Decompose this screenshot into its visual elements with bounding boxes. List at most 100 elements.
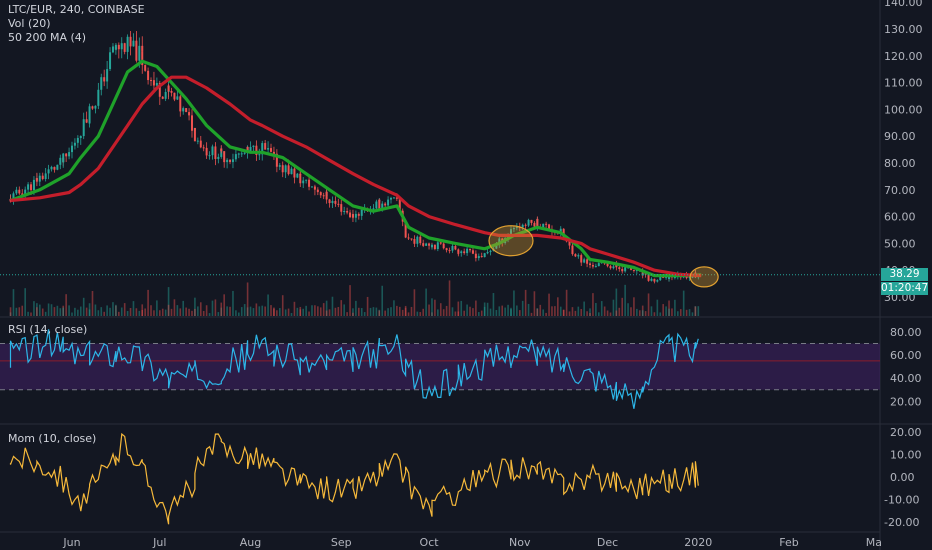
candle-body	[141, 51, 144, 66]
candle-body	[668, 276, 671, 279]
mom-legend[interactable]: Mom (10, close)	[8, 432, 96, 446]
time-tick: Feb	[779, 536, 798, 549]
candle-body	[284, 165, 287, 173]
volume-bar	[56, 305, 59, 316]
volume-bar	[343, 304, 345, 316]
candle-body	[428, 243, 431, 246]
candle-body	[91, 106, 94, 109]
candle-body	[463, 251, 466, 254]
volume-bar	[9, 307, 12, 316]
candle-body	[246, 146, 249, 151]
candle-body	[164, 92, 167, 99]
axes: 140.00 130.00 120.00 110.00 100.00 90.00 80.00…	[62, 0, 922, 549]
rsi-tick: 80.00	[890, 326, 922, 339]
volume-bar	[442, 309, 445, 316]
candle-body	[214, 146, 217, 159]
candle-body	[419, 236, 422, 244]
volume-bar	[153, 310, 155, 316]
candle-body	[97, 89, 100, 106]
candle-body	[47, 169, 50, 174]
volume-bar	[115, 305, 117, 316]
candle-body	[155, 83, 158, 86]
volume-bar	[27, 311, 29, 316]
price-tick: 50.00	[884, 237, 916, 250]
price-tick: 120.00	[884, 50, 923, 63]
candle-body	[223, 151, 226, 163]
volume-bar	[536, 308, 539, 316]
candle-body	[384, 203, 387, 206]
rsi-legend[interactable]: RSI (14, close)	[8, 323, 87, 337]
candle-body	[234, 154, 237, 160]
volume-bar	[319, 307, 322, 316]
candle-body	[167, 85, 170, 91]
volume-bar	[188, 308, 190, 316]
volume-bar	[565, 289, 568, 316]
volume-bar	[668, 300, 670, 316]
candle-body	[170, 90, 173, 93]
volume-bar	[36, 303, 38, 316]
candle-body	[308, 179, 311, 187]
volume-bar	[299, 306, 302, 316]
volume-bar	[115, 304, 117, 316]
volume-bar	[12, 289, 15, 316]
candle-body	[436, 242, 439, 250]
volume-bar	[518, 310, 521, 316]
volume-bar	[270, 305, 272, 316]
volume-bar	[302, 308, 305, 316]
candle-body	[439, 242, 442, 244]
candle-body	[15, 189, 18, 194]
candle-body	[205, 147, 208, 156]
ma-legend[interactable]: 50 200 MA (4)	[8, 31, 86, 45]
candle-body	[73, 142, 76, 146]
candle-body	[612, 266, 615, 269]
volume-bar	[47, 303, 50, 316]
candle-body	[425, 243, 428, 246]
candle-body	[158, 83, 161, 97]
candle-body	[395, 197, 398, 199]
candle-body	[173, 92, 176, 100]
candle-body	[76, 137, 79, 143]
price-tick: 90.00	[884, 130, 916, 143]
volume-bar	[475, 300, 477, 316]
volume-bar	[132, 301, 135, 316]
candle-body	[123, 43, 126, 52]
volume-bar	[609, 312, 612, 316]
volume-bar	[71, 312, 73, 316]
candle-body	[673, 277, 676, 279]
volume-bar	[598, 312, 600, 316]
volume-bar	[437, 309, 439, 316]
symbol-legend[interactable]: LTC/EUR, 240, COINBASE	[8, 3, 145, 17]
volume-bar	[30, 312, 32, 316]
volume-bar	[679, 309, 682, 316]
volume-bar	[325, 300, 328, 316]
volume-bar	[381, 285, 384, 316]
volume-bar	[74, 307, 76, 316]
candle-body	[615, 264, 618, 268]
volume-bar	[79, 306, 82, 316]
candle-body	[129, 36, 132, 47]
volume-bar	[410, 306, 413, 316]
volume-bar	[454, 311, 457, 316]
candle-body	[471, 250, 474, 254]
volume-bar	[615, 288, 618, 316]
volume-bar	[273, 308, 275, 316]
volume-bar	[340, 300, 343, 316]
volume-legend[interactable]: Vol (20)	[8, 17, 51, 31]
candle-body	[237, 153, 240, 155]
candle-body	[644, 273, 647, 275]
candle-body	[231, 159, 234, 163]
volume-bar	[425, 288, 427, 316]
candle-body	[530, 219, 533, 223]
candle-body	[378, 199, 381, 209]
highlight-circle-january	[689, 266, 719, 288]
candle-body	[27, 184, 30, 190]
candle-body	[413, 239, 416, 244]
volume-bar	[638, 310, 641, 316]
candle-body	[322, 195, 325, 197]
candle-body	[545, 223, 548, 225]
volume-bar	[504, 307, 506, 316]
volume-bar	[688, 309, 691, 316]
candle-body	[202, 147, 205, 149]
candle-body	[480, 256, 483, 258]
